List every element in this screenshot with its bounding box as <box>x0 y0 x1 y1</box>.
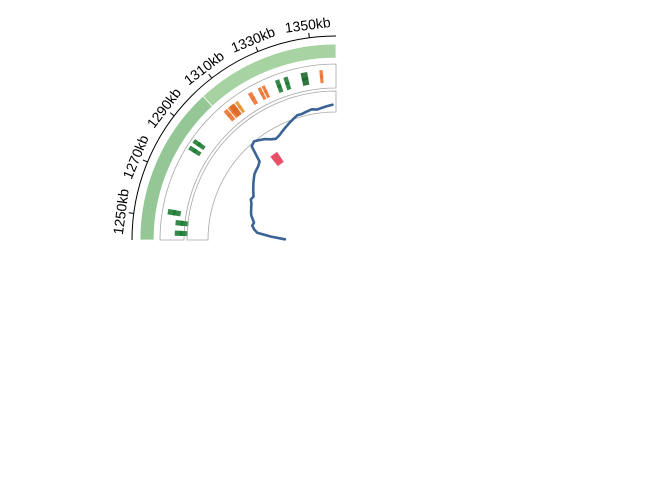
axis-tick-label: 1250kb <box>110 188 132 236</box>
axis-line <box>131 35 337 241</box>
highlight-block <box>270 151 284 167</box>
feature-tick <box>319 70 324 84</box>
axis-tick <box>142 159 148 163</box>
line-series <box>249 103 334 241</box>
axis-tick <box>308 32 310 38</box>
axis-tick <box>208 73 213 79</box>
axis-tick-label: 1350kb <box>284 14 332 36</box>
axis-tick <box>128 212 134 214</box>
feature-tick <box>174 230 188 237</box>
axis-tick <box>169 112 175 117</box>
feature-tick <box>167 208 182 217</box>
feature-tick <box>274 79 284 93</box>
feature-tick <box>223 108 236 122</box>
axis-tick <box>255 46 259 52</box>
highlight-track <box>270 151 284 167</box>
feature-tick <box>261 85 271 99</box>
feature-tick <box>257 87 267 101</box>
feature-tick <box>300 71 310 86</box>
features-track-frame <box>159 63 337 241</box>
feature-tick <box>283 76 292 91</box>
feature-tick <box>229 103 242 117</box>
feature-tick <box>247 91 259 106</box>
axis-tick-label: 1270kb <box>119 132 151 181</box>
features-track <box>159 63 337 241</box>
line-track <box>186 90 337 241</box>
ideogram-segment <box>202 43 337 107</box>
feature-tick <box>175 219 189 227</box>
feature-tick <box>188 145 202 157</box>
axis-tick-label: 1330kb <box>229 23 278 55</box>
ideogram-track <box>139 43 337 241</box>
feature-tick <box>234 100 246 114</box>
line-track-frame <box>186 90 337 241</box>
feature-tick <box>192 139 206 151</box>
